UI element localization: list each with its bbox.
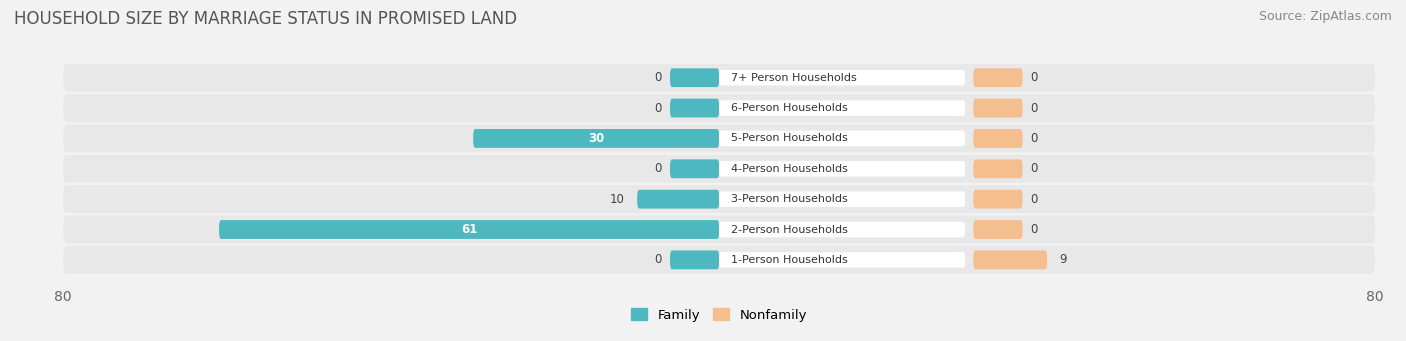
FancyBboxPatch shape [720,131,965,146]
FancyBboxPatch shape [973,99,1022,118]
FancyBboxPatch shape [63,64,1375,92]
FancyBboxPatch shape [973,251,1047,269]
FancyBboxPatch shape [63,185,1375,213]
Text: 0: 0 [1031,102,1038,115]
FancyBboxPatch shape [973,159,1022,178]
Text: 1-Person Households: 1-Person Households [731,255,848,265]
FancyBboxPatch shape [63,124,1375,152]
Text: 61: 61 [461,223,477,236]
Text: 4-Person Households: 4-Person Households [731,164,848,174]
FancyBboxPatch shape [720,100,965,116]
Text: 0: 0 [1031,71,1038,84]
FancyBboxPatch shape [720,252,965,268]
Text: 3-Person Households: 3-Person Households [731,194,848,204]
FancyBboxPatch shape [671,68,720,87]
FancyBboxPatch shape [720,222,965,237]
FancyBboxPatch shape [720,191,965,207]
Text: 2-Person Households: 2-Person Households [731,224,848,235]
FancyBboxPatch shape [63,94,1375,122]
FancyBboxPatch shape [63,246,1375,274]
Text: 9: 9 [1059,253,1067,266]
FancyBboxPatch shape [720,161,965,177]
FancyBboxPatch shape [63,155,1375,183]
Text: 5-Person Households: 5-Person Households [731,133,848,144]
Text: 0: 0 [1031,162,1038,175]
Text: Source: ZipAtlas.com: Source: ZipAtlas.com [1258,10,1392,23]
FancyBboxPatch shape [671,251,720,269]
Text: 0: 0 [654,253,662,266]
FancyBboxPatch shape [973,190,1022,209]
Text: 0: 0 [654,71,662,84]
FancyBboxPatch shape [720,70,965,86]
Text: 7+ Person Households: 7+ Person Households [731,73,858,83]
FancyBboxPatch shape [671,159,720,178]
Text: 0: 0 [654,162,662,175]
FancyBboxPatch shape [671,99,720,118]
Text: 0: 0 [654,102,662,115]
Text: 0: 0 [1031,193,1038,206]
Text: 10: 10 [610,193,624,206]
Legend: Family, Nonfamily: Family, Nonfamily [631,308,807,322]
FancyBboxPatch shape [219,220,720,239]
FancyBboxPatch shape [973,68,1022,87]
Text: 0: 0 [1031,223,1038,236]
FancyBboxPatch shape [63,216,1375,243]
Text: HOUSEHOLD SIZE BY MARRIAGE STATUS IN PROMISED LAND: HOUSEHOLD SIZE BY MARRIAGE STATUS IN PRO… [14,10,517,28]
FancyBboxPatch shape [474,129,720,148]
FancyBboxPatch shape [973,220,1022,239]
Text: 0: 0 [1031,132,1038,145]
Text: 30: 30 [588,132,605,145]
FancyBboxPatch shape [973,129,1022,148]
FancyBboxPatch shape [637,190,720,209]
Text: 6-Person Households: 6-Person Households [731,103,848,113]
